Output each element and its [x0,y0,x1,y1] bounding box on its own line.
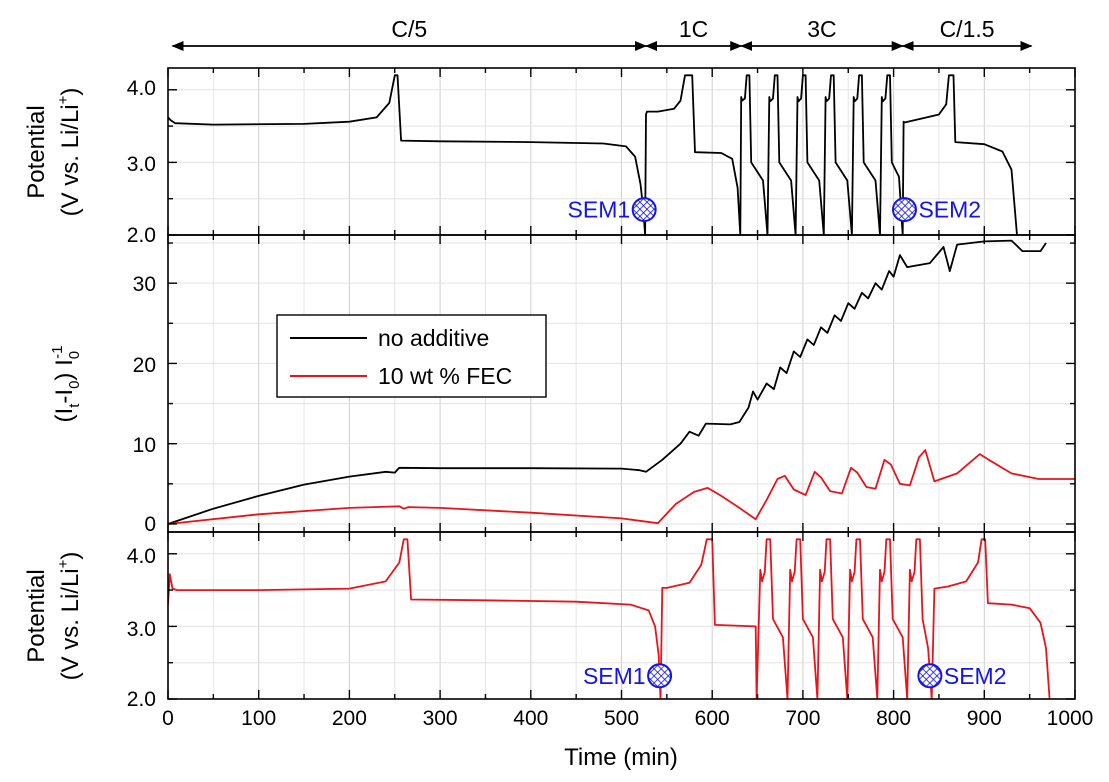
legend-label-fec: 10 wt % FEC [378,363,512,389]
x-tick-label: 600 [695,707,730,730]
middle-y-tick-label: 10 [133,434,156,457]
x-tick-label: 700 [785,707,820,730]
bottom-y-tick-label: 2.0 [127,688,156,711]
axis-ticks [167,68,1076,700]
x-tick-labels: 0 100 200 300 400 500 600 700 800 900 10… [162,707,1093,730]
bottom-y-tick-label: 4.0 [127,545,156,568]
x-tick-label: 1000 [1047,707,1094,730]
rate-label: 1C [679,16,708,42]
sem-marker [631,197,657,223]
legend: no additive 10 wt % FEC [276,314,547,398]
x-tick-label: 200 [332,707,367,730]
top-series-no-additive [168,74,1018,235]
legend-box [276,314,547,398]
sem-marker [917,663,943,689]
top-y-axis-title-line1: Potential [23,105,50,198]
rate-label: C/5 [391,16,427,42]
top-y-tick-label: 4.0 [127,77,156,100]
sem-label: SEM2 [944,663,1007,689]
middle-y-tick-label: 0 [144,513,156,536]
middle-y-tick-label: 20 [133,354,156,377]
middle-y-tick-label: 30 [133,273,156,296]
bottom-y-axis-title-line1: Potential [23,569,50,662]
bottom-y-tick-labels: 2.0 3.0 4.0 [127,545,156,711]
sem-marker [891,197,917,223]
x-tick-label: 500 [604,707,639,730]
sem-label: SEM1 [583,663,646,689]
sem-label: SEM1 [568,197,631,223]
middle-series-10-wt-fec [168,449,1075,525]
bottom-series-10-wt-fec [168,538,1051,699]
top-y-axis-title-line2: (V vs. Li/Li+) [55,88,84,217]
top-y-tick-label: 3.0 [127,153,156,176]
bottom-y-axis-title-line2: (V vs. Li/Li+) [55,552,84,681]
legend-label-no-additive: no additive [378,325,489,351]
top-y-axis-title: Potential (V vs. Li/Li+) [23,88,84,217]
rate-label: 3C [807,16,836,42]
x-tick-label: 900 [967,707,1002,730]
sem-marker [647,663,673,689]
middle-y-tick-labels: 0 10 20 30 [133,273,156,536]
x-tick-label: 100 [241,707,276,730]
rate-label: C/1.5 [940,16,995,42]
series-layer [168,74,1075,699]
bottom-y-axis-title: Potential (V vs. Li/Li+) [23,552,84,681]
middle-y-axis-title: (It-I0) I0-1 [49,346,83,423]
x-tick-label: 300 [423,707,458,730]
rate-arrows: C/5 1C 3C C/1.5 [171,16,1033,51]
sem-label: SEM2 [918,197,981,223]
top-y-tick-labels: 2.0 3.0 4.0 [127,77,156,247]
svg-text:(It-I0) I0-1: (It-I0) I0-1 [49,346,83,423]
sem-markers: SEM1 SEM2 SEM1 SEM2 [568,197,1007,689]
bottom-y-tick-label: 3.0 [127,618,156,641]
x-tick-label: 400 [513,707,548,730]
top-y-tick-label: 2.0 [127,224,156,247]
x-tick-label: 800 [876,707,911,730]
x-tick-label: 0 [162,707,174,730]
x-axis-title: Time (min) [564,744,678,771]
middle-series-no-additive [168,239,1047,525]
